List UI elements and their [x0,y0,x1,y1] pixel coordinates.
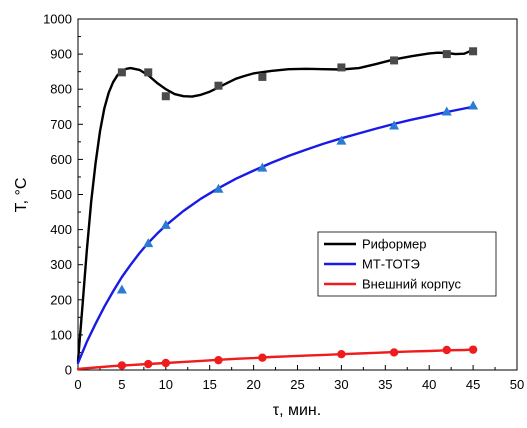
data-point [389,120,400,130]
series-line [76,105,475,365]
data-point [469,47,478,56]
data-point [116,284,127,294]
y-axis: 0 100 200 300 400 500 600 700 800 900 1000 [43,12,83,378]
y-tick-label: 700 [50,117,72,132]
x-axis: 0 5 10 15 20 25 30 35 40 45 50 [74,365,524,392]
y-tick-label: 800 [50,82,72,97]
x-tick-label: 15 [202,377,216,392]
y-tick-label: 500 [50,187,72,202]
y-tick-label: 0 [65,363,72,378]
data-point [257,162,268,172]
data-point [390,56,399,65]
data-point [161,358,170,368]
y-tick-label: 600 [50,152,72,167]
y-tick-label: 900 [50,47,72,62]
y-tick-label: 1000 [43,12,72,27]
data-point [442,50,451,59]
data-point [144,68,153,77]
series-0 [76,47,478,363]
y-tick-label: 200 [50,292,72,307]
data-point [258,72,267,81]
data-point [337,350,346,359]
x-tick-label: 0 [74,377,81,392]
x-tick-label: 40 [422,377,436,392]
data-point [143,238,154,248]
y-axis-title: T, °C [13,178,30,213]
x-tick-label: 5 [118,377,125,392]
data-point [214,355,223,365]
data-point [442,345,451,355]
legend-label: Риформер [362,237,427,252]
series-1 [76,100,479,365]
x-tick-label: 25 [290,377,304,392]
data-point [117,68,126,77]
series-layer [76,47,479,371]
data-point [117,361,127,370]
legend: Риформер МТ-ТОТЭ Внешний корпус [317,231,497,297]
data-point [214,81,223,90]
x-tick-label: 30 [334,377,348,392]
y-tick-label: 100 [50,327,72,342]
y-tick-label: 400 [50,222,72,237]
series-line [76,48,475,363]
series-line [76,348,475,371]
legend-label: Внешний корпус [362,277,462,292]
data-point [336,135,347,145]
x-tick-label: 45 [466,377,480,392]
data-point [389,348,399,357]
data-point [144,359,153,369]
data-point [441,106,452,116]
x-tick-label: 20 [246,377,260,392]
series-2 [76,345,478,371]
data-point [337,63,346,72]
data-point [161,92,170,101]
x-tick-label: 35 [378,377,392,392]
data-point [468,345,478,354]
data-point [160,219,171,229]
x-tick-label: 10 [159,377,173,392]
y-tick-label: 300 [50,257,72,272]
x-tick-label: 50 [510,377,524,392]
data-point [258,353,267,362]
data-point [213,183,224,193]
data-point [468,100,479,110]
x-axis-title: τ, мин. [273,402,321,419]
legend-label: МТ-ТОТЭ [362,257,420,272]
